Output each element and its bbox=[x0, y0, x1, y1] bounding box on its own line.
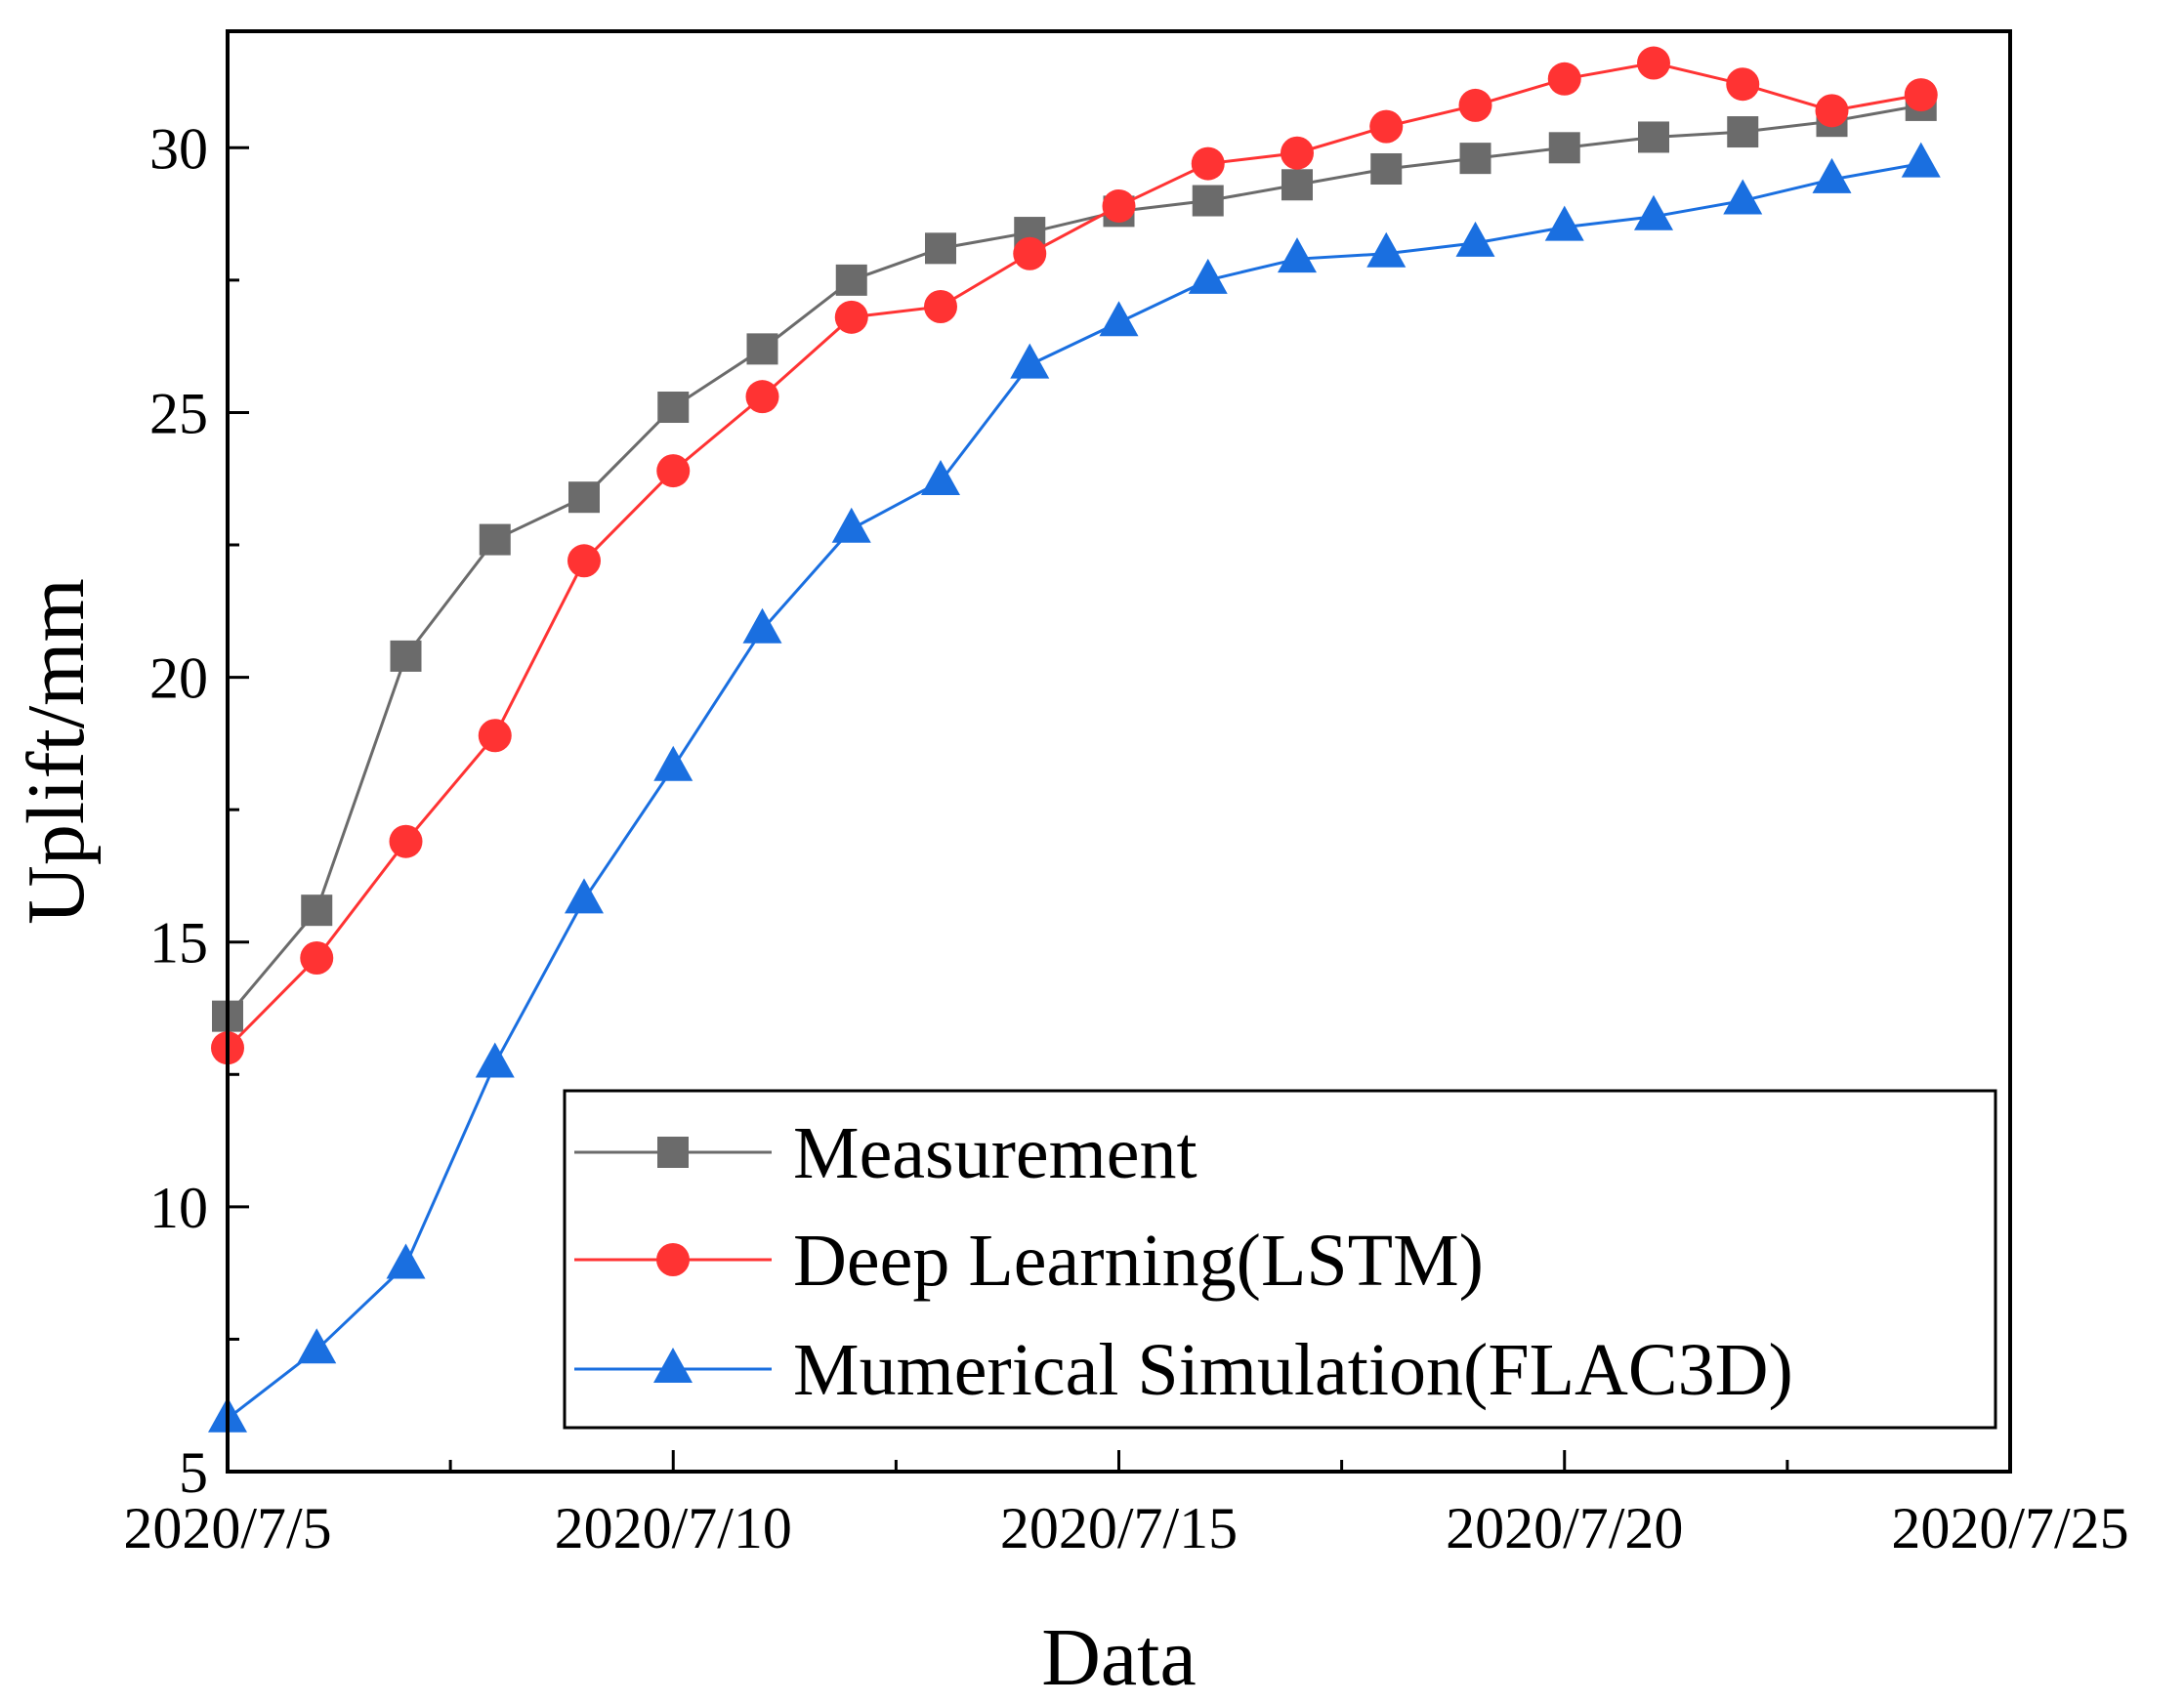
data-point bbox=[1458, 88, 1492, 122]
series-line bbox=[227, 162, 1922, 1420]
data-point bbox=[653, 745, 693, 781]
data-point bbox=[568, 481, 600, 514]
legend-marker bbox=[657, 1137, 689, 1168]
data-point bbox=[1370, 152, 1403, 185]
legend-marker bbox=[656, 1243, 690, 1276]
data-point bbox=[746, 333, 778, 365]
x-tick-label: 2020/7/15 bbox=[1000, 1496, 1238, 1560]
data-point bbox=[1099, 301, 1139, 337]
data-point bbox=[1548, 132, 1580, 164]
data-point bbox=[1638, 121, 1669, 153]
data-point bbox=[1102, 188, 1136, 223]
data-point bbox=[925, 232, 956, 265]
legend-box bbox=[563, 1089, 1997, 1430]
data-point bbox=[475, 1042, 515, 1078]
data-point bbox=[1278, 237, 1317, 273]
legend-entry: Deep Learning(LSTM) bbox=[574, 1220, 1484, 1302]
legend-marker bbox=[653, 1348, 693, 1383]
legend-entry: Mumerical Simulation(FLAC3D) bbox=[574, 1329, 1793, 1411]
x-tick-label: 2020/7/5 bbox=[123, 1496, 331, 1560]
data-point bbox=[1188, 258, 1228, 294]
data-point bbox=[742, 607, 782, 644]
data-point bbox=[567, 544, 601, 578]
data-point bbox=[1191, 146, 1225, 181]
data-point bbox=[1723, 179, 1763, 215]
data-point bbox=[657, 392, 690, 424]
data-point bbox=[921, 459, 960, 495]
data-point bbox=[389, 824, 423, 858]
data-point bbox=[1812, 157, 1852, 193]
data-point bbox=[1727, 116, 1759, 148]
x-axis-title: Data bbox=[1041, 1612, 1197, 1703]
data-point bbox=[1815, 94, 1849, 128]
data-point bbox=[479, 523, 511, 556]
data-point bbox=[1726, 67, 1760, 102]
data-point bbox=[745, 380, 779, 414]
plot-frame bbox=[226, 29, 2012, 1474]
data-point bbox=[386, 1243, 426, 1279]
data-point bbox=[656, 454, 691, 488]
x-tick-label: 2020/7/10 bbox=[555, 1496, 792, 1560]
data-point bbox=[835, 264, 867, 296]
data-point bbox=[1010, 343, 1050, 379]
data-point bbox=[1192, 185, 1224, 217]
series-1 bbox=[211, 46, 1938, 1065]
tick-labels-layer: 2020/7/5 2020/7/10 2020/7/15 2020/7/20 2020/… bbox=[123, 116, 2128, 1560]
data-point bbox=[1634, 194, 1673, 230]
y-tick-label: 5 bbox=[179, 1440, 208, 1505]
data-point bbox=[1013, 236, 1047, 270]
y-tick-label: 25 bbox=[149, 381, 208, 445]
legend-label: Measurement bbox=[793, 1112, 1197, 1194]
y-tick-label: 15 bbox=[149, 911, 208, 976]
legend-entry: Measurement bbox=[574, 1112, 1197, 1194]
data-point bbox=[1901, 142, 1941, 178]
data-point bbox=[1366, 231, 1407, 268]
data-point bbox=[831, 507, 871, 543]
data-point bbox=[390, 640, 422, 672]
data-point bbox=[478, 719, 512, 753]
data-point bbox=[297, 1328, 337, 1364]
data-point bbox=[1281, 169, 1313, 201]
data-point bbox=[1369, 109, 1404, 144]
data-point bbox=[301, 894, 333, 927]
data-point bbox=[1544, 205, 1584, 241]
data-point bbox=[1455, 221, 1495, 257]
data-point bbox=[1281, 136, 1314, 170]
data-point bbox=[834, 300, 868, 334]
y-tick-label: 30 bbox=[149, 116, 208, 181]
data-point bbox=[565, 878, 604, 914]
data-point bbox=[300, 940, 334, 975]
legend: Measurement Deep Learning(LSTM) Mumerical … bbox=[563, 1089, 1997, 1430]
y-tick-label: 20 bbox=[149, 646, 208, 711]
legend-label: Mumerical Simulation(FLAC3D) bbox=[793, 1329, 1793, 1411]
data-point bbox=[1459, 143, 1491, 175]
x-tick-label: 2020/7/25 bbox=[1891, 1496, 2128, 1560]
data-point bbox=[924, 289, 957, 323]
legend-label: Deep Learning(LSTM) bbox=[793, 1220, 1484, 1302]
data-point bbox=[1904, 78, 1938, 112]
y-axis-title: Uplift/mm bbox=[11, 578, 102, 925]
data-point bbox=[1547, 62, 1581, 96]
x-tick-label: 2020/7/20 bbox=[1446, 1496, 1683, 1560]
series-2 bbox=[208, 142, 1941, 1433]
series-line bbox=[226, 104, 1922, 1018]
data-point bbox=[1637, 46, 1670, 80]
y-tick-label: 10 bbox=[149, 1176, 208, 1240]
